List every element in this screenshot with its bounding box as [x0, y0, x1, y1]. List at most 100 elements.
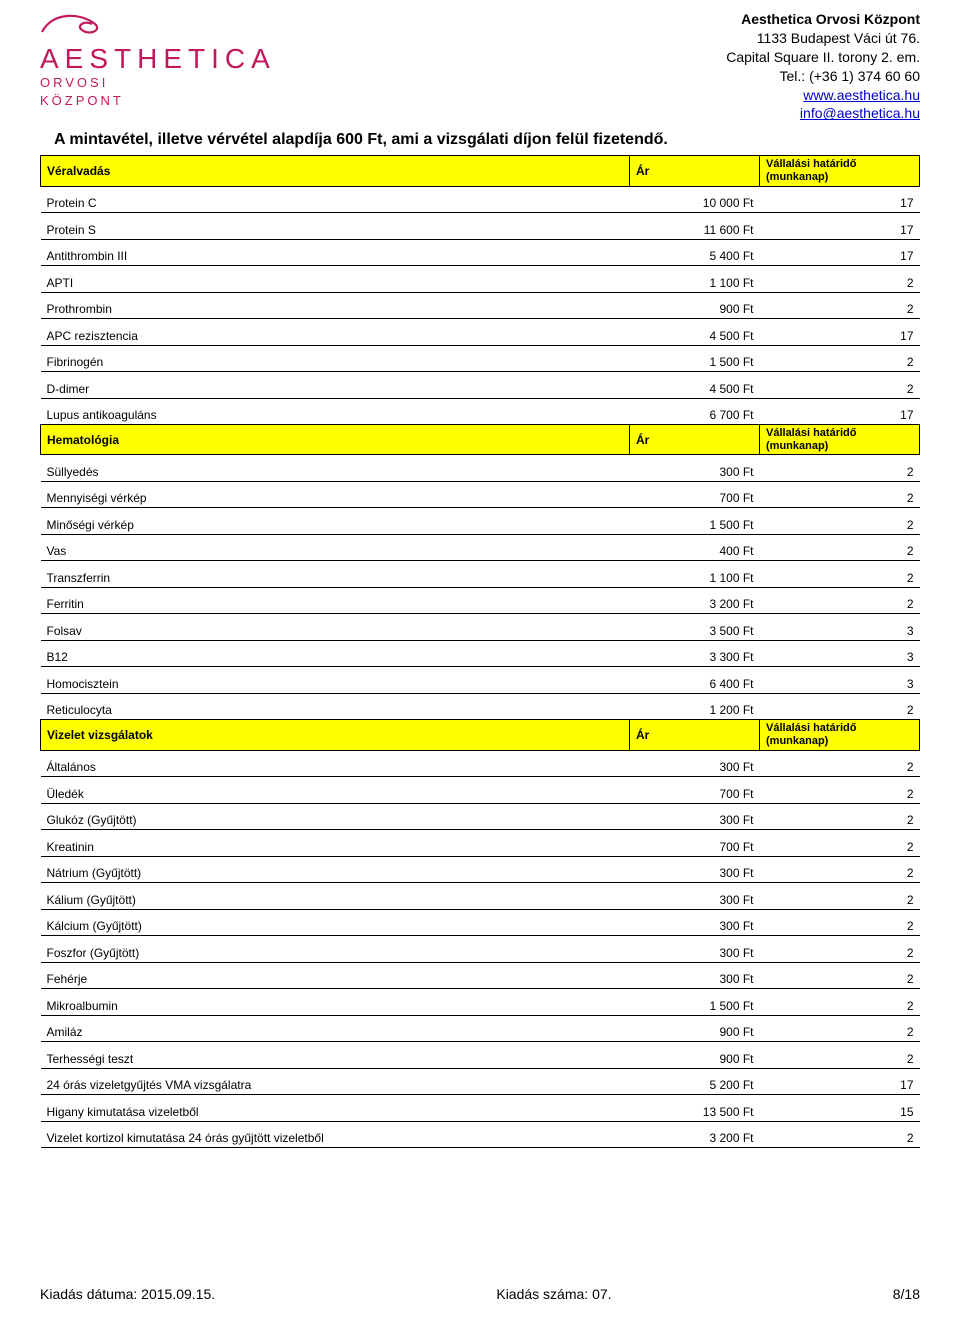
item-price: 4 500 Ft — [630, 323, 760, 346]
item-price: 1 100 Ft — [630, 565, 760, 588]
header-row: AESTHETICA ORVOSI KÖZPONT Aesthetica Orv… — [40, 10, 920, 123]
item-name: Amiláz — [41, 1019, 630, 1042]
item-price: 700 Ft — [630, 781, 760, 804]
item-days: 2 — [760, 1019, 920, 1042]
item-price: 1 100 Ft — [630, 270, 760, 293]
table-row: Higany kimutatása vizeletből13 500 Ft15 — [41, 1099, 920, 1122]
item-price: 1 500 Ft — [630, 512, 760, 535]
website-link[interactable]: www.aesthetica.hu — [803, 87, 920, 103]
item-price: 700 Ft — [630, 834, 760, 857]
item-price: 900 Ft — [630, 1046, 760, 1069]
item-name: Mennyiségi vérkép — [41, 485, 630, 508]
item-name: 24 órás vizeletgyűjtés VMA vizsgálatra — [41, 1072, 630, 1095]
phone: Tel.: (+36 1) 374 60 60 — [726, 67, 920, 86]
item-days: 2 — [760, 781, 920, 804]
item-price: 300 Ft — [630, 807, 760, 830]
table-row: Mennyiségi vérkép700 Ft2 — [41, 485, 920, 508]
item-name: Prothrombin — [41, 296, 630, 319]
address-line-2: Capital Square II. torony 2. em. — [726, 48, 920, 67]
footer-right: 8/18 — [893, 1286, 920, 1302]
table-row: Kálium (Gyűjtött)300 Ft2 — [41, 887, 920, 910]
table-row: Protein S11 600 Ft17 — [41, 217, 920, 240]
table-row: APTI1 100 Ft2 — [41, 270, 920, 293]
item-price: 400 Ft — [630, 538, 760, 561]
item-name: Kálium (Gyűjtött) — [41, 887, 630, 910]
table-row: Amiláz900 Ft2 — [41, 1019, 920, 1042]
item-price: 11 600 Ft — [630, 217, 760, 240]
item-name: Protein S — [41, 217, 630, 240]
item-price: 700 Ft — [630, 485, 760, 508]
item-name: B12 — [41, 644, 630, 667]
table-row: Kreatinin700 Ft2 — [41, 834, 920, 857]
item-days: 2 — [760, 459, 920, 482]
table-row: Foszfor (Gyűjtött)300 Ft2 — [41, 940, 920, 963]
table-row: Protein C10 000 Ft17 — [41, 190, 920, 213]
table-row: Ferritin3 200 Ft2 — [41, 591, 920, 614]
item-days: 2 — [760, 993, 920, 1016]
item-name: Kreatinin — [41, 834, 630, 857]
item-price: 3 300 Ft — [630, 644, 760, 667]
table-row: Minőségi vérkép1 500 Ft2 — [41, 512, 920, 535]
item-days: 2 — [760, 485, 920, 508]
section-header: VéralvadásÁrVállalási határidő (munkanap… — [41, 156, 920, 186]
item-price: 5 200 Ft — [630, 1072, 760, 1095]
table-row: Fibrinogén1 500 Ft2 — [41, 349, 920, 372]
item-price: 300 Ft — [630, 966, 760, 989]
section-header: HematológiaÁrVállalási határidő (munkana… — [41, 425, 920, 455]
item-price: 300 Ft — [630, 459, 760, 482]
item-price: 900 Ft — [630, 1019, 760, 1042]
item-days: 2 — [760, 860, 920, 883]
table-row: Reticulocyta1 200 Ft2 — [41, 697, 920, 720]
table-row: Mikroalbumin1 500 Ft2 — [41, 993, 920, 1016]
item-name: Terhességi teszt — [41, 1046, 630, 1069]
item-days: 17 — [760, 323, 920, 346]
item-price: 1 500 Ft — [630, 349, 760, 372]
item-name: D-dimer — [41, 376, 630, 399]
item-name: APC rezisztencia — [41, 323, 630, 346]
contact-block: Aesthetica Orvosi Központ 1133 Budapest … — [726, 10, 920, 123]
price-table: VéralvadásÁrVállalási határidő (munkanap… — [40, 155, 920, 1148]
item-name: Általános — [41, 754, 630, 777]
table-row: 24 órás vizeletgyűjtés VMA vizsgálatra5 … — [41, 1072, 920, 1095]
section-col-deadline: Vállalási határidő (munkanap) — [760, 425, 920, 455]
item-days: 2 — [760, 376, 920, 399]
footer-left: Kiadás dátuma: 2015.09.15. — [40, 1286, 215, 1302]
item-days: 2 — [760, 834, 920, 857]
item-days: 15 — [760, 1099, 920, 1122]
table-row: Fehérje300 Ft2 — [41, 966, 920, 989]
item-days: 2 — [760, 940, 920, 963]
item-name: Protein C — [41, 190, 630, 213]
item-name: Vizelet kortizol kimutatása 24 órás gyűj… — [41, 1125, 630, 1148]
item-name: Süllyedés — [41, 459, 630, 482]
table-row: APC rezisztencia4 500 Ft17 — [41, 323, 920, 346]
item-price: 300 Ft — [630, 860, 760, 883]
item-name: Vas — [41, 538, 630, 561]
item-days: 2 — [760, 538, 920, 561]
company-name: Aesthetica Orvosi Központ — [726, 10, 920, 29]
table-row: Prothrombin900 Ft2 — [41, 296, 920, 319]
table-row: Antithrombin III5 400 Ft17 — [41, 243, 920, 266]
section-title: Véralvadás — [41, 156, 630, 186]
address-line-1: 1133 Budapest Váci út 76. — [726, 29, 920, 48]
item-name: Ferritin — [41, 591, 630, 614]
logo-swirl-icon — [40, 14, 120, 36]
item-days: 2 — [760, 966, 920, 989]
table-row: Süllyedés300 Ft2 — [41, 459, 920, 482]
item-name: Fehérje — [41, 966, 630, 989]
item-name: APTI — [41, 270, 630, 293]
item-days: 2 — [760, 512, 920, 535]
section-title: Vizelet vizsgálatok — [41, 720, 630, 750]
logo-text-sub2: KÖZPONT — [40, 93, 276, 109]
item-name: Lupus antikoaguláns — [41, 402, 630, 425]
table-row: Kálcium (Gyűjtött)300 Ft2 — [41, 913, 920, 936]
item-price: 13 500 Ft — [630, 1099, 760, 1122]
item-price: 10 000 Ft — [630, 190, 760, 213]
item-name: Transzferrin — [41, 565, 630, 588]
item-price: 300 Ft — [630, 940, 760, 963]
item-price: 3 200 Ft — [630, 591, 760, 614]
item-days: 2 — [760, 913, 920, 936]
email-link[interactable]: info@aesthetica.hu — [800, 105, 920, 121]
item-days: 2 — [760, 591, 920, 614]
item-name: Mikroalbumin — [41, 993, 630, 1016]
table-row: Vizelet kortizol kimutatása 24 órás gyűj… — [41, 1125, 920, 1148]
